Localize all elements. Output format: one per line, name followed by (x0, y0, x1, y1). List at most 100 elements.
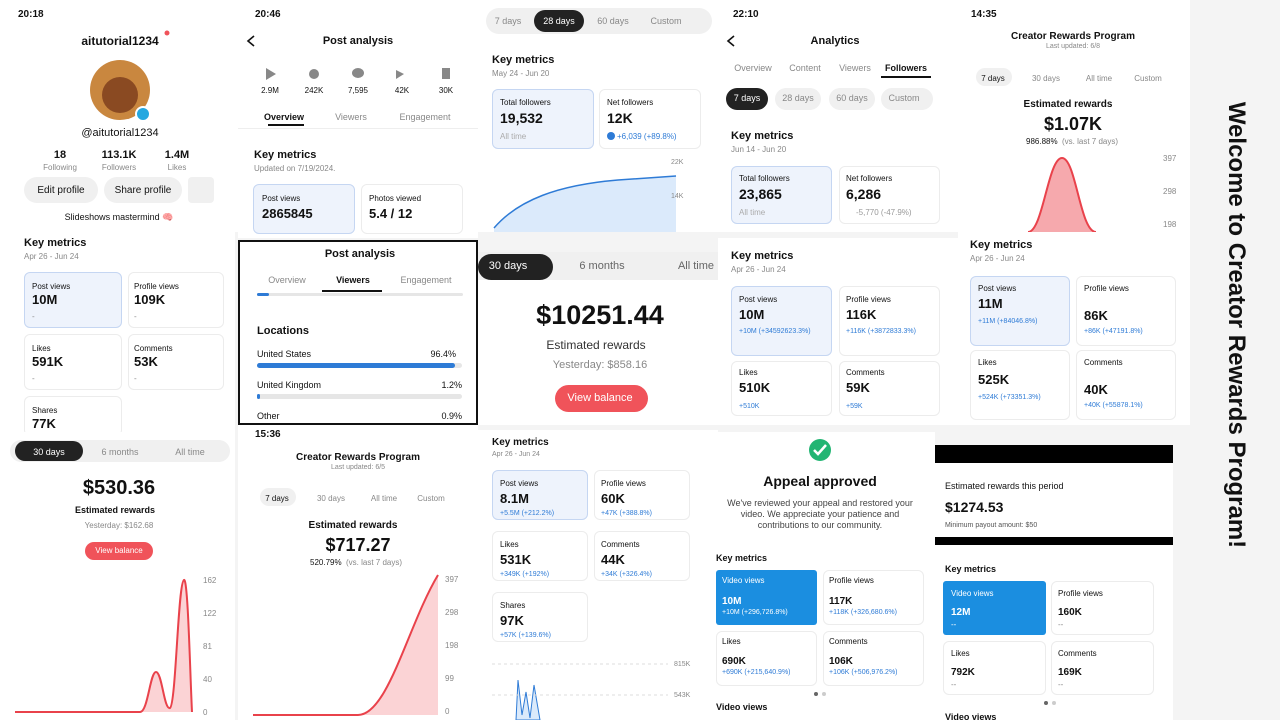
ui-text: Creator Rewards Program (296, 452, 420, 463)
ui-text: +57K (+139.6%) (500, 632, 551, 639)
ui-text: All time (175, 447, 205, 457)
ui-text: 531K (500, 552, 532, 567)
ui-text: 520.79% (310, 558, 342, 567)
ui-box (257, 293, 269, 296)
ui-box (823, 570, 924, 625)
ui-text: -- (1058, 620, 1064, 629)
ui-text: 99 (445, 674, 454, 683)
ui-text: 5.4 / 12 (369, 206, 413, 221)
ui-text: Key metrics (970, 239, 1033, 251)
ui-box (492, 592, 588, 642)
ui-text: Net followers (607, 98, 654, 107)
ui-text: Key metrics (716, 553, 768, 563)
ui-text: 28 days (782, 93, 814, 103)
screenshot-panel: Appeal approved We've reviewed your appea… (705, 432, 935, 720)
ui-text: Likes (722, 637, 741, 646)
ui-text: 7,595 (347, 86, 369, 95)
decoration (90, 30, 170, 122)
ui-text: 30 days (316, 494, 346, 503)
ui-text: 6,286 (846, 186, 882, 202)
screenshot-panel: Estimated rewards this period $1274.53 Min… (935, 445, 1173, 720)
ui-text: All time (370, 494, 398, 503)
screenshot-panel: 30 days 6 months All time $530.36 Estimated … (0, 432, 235, 720)
ui-text: Overview (268, 275, 306, 285)
screenshot-panel: Key metrics Apr 26 - Jun 24 Post views 10M -… (0, 232, 235, 432)
ui-box (257, 363, 455, 368)
ui-box (24, 177, 98, 203)
ui-text: 510K (739, 380, 771, 395)
ui-text: Post analysis (322, 35, 394, 47)
ui-text: 106K (829, 656, 853, 667)
ui-text: +40K (+55878.1%) (1084, 402, 1143, 409)
ui-text: Profile views (1058, 589, 1103, 598)
ui-box (24, 396, 122, 432)
ui-box (85, 542, 153, 560)
ui-text: 792K (951, 667, 975, 678)
ui-text: United States (257, 349, 312, 359)
ui-text: 86K (1084, 308, 1108, 323)
ui-box (839, 361, 940, 416)
ui-box (935, 445, 1173, 463)
ui-text: Post views (978, 284, 1017, 293)
ui-box (594, 470, 690, 520)
ui-text: 0 (203, 708, 208, 717)
ui-text: 30 days (33, 447, 65, 457)
ui-text: 60 days (597, 16, 629, 26)
ui-text: Post analysis (324, 248, 396, 260)
ui-text: 543K (674, 692, 691, 699)
ui-text: +524K (+73351.3%) (978, 394, 1041, 401)
ui-text: We've reviewed your appeal and restored … (727, 498, 913, 530)
ui-text: 30 days (488, 260, 528, 272)
ui-text: 6 months (101, 447, 139, 457)
ui-text: 690K (722, 656, 746, 667)
ui-text: Post views (32, 282, 71, 291)
ui-text: +10M (+34592623.3%) (739, 328, 811, 335)
ui-text: Viewers (336, 275, 370, 285)
decoration (1027, 156, 1097, 232)
ui-text: Other (257, 411, 280, 421)
ui-text: Apr 26 - Jun 24 (970, 254, 1025, 263)
ui-box (534, 10, 584, 32)
ui-text: 242K (304, 86, 324, 95)
ui-text: +6,039 (+89.8%) (617, 132, 677, 141)
ui-text: - (134, 312, 137, 321)
ui-text: Followers (101, 163, 137, 172)
ui-box (24, 334, 122, 390)
ui-text: Total followers (739, 174, 790, 183)
ui-text: 12K (607, 110, 633, 126)
ui-text: Post views (262, 194, 301, 203)
ui-box (24, 272, 122, 328)
ui-text: aitutorial1234 (81, 34, 159, 48)
ui-text: Estimated rewards this period (945, 481, 1064, 491)
decoration (253, 574, 439, 716)
ui-text: Profile views (134, 282, 179, 291)
ui-text: 60K (601, 491, 625, 506)
ui-box (726, 88, 768, 110)
ui-text: View balance (95, 546, 143, 555)
ui-text: 525K (978, 372, 1010, 387)
ui-box (943, 581, 1046, 635)
ui-text: Profile views (601, 479, 646, 488)
ui-text: Overview (263, 112, 305, 122)
ui-text: All time (500, 132, 527, 141)
ui-text: 10M (722, 596, 742, 607)
screenshot-panel: 20:46 Post analysis 2.9M 242K 7,595 42K 30K Ove… (238, 0, 478, 238)
ui-box (257, 394, 260, 399)
ui-box (829, 88, 875, 110)
ui-text: 109K (134, 292, 166, 307)
ui-box (104, 177, 182, 203)
ui-text: (vs. last 7 days) (346, 558, 403, 567)
ui-text: Shares (32, 406, 58, 415)
ui-box (492, 89, 594, 149)
ui-text: 40K (1084, 382, 1108, 397)
ui-text: Creator Rewards Program (1011, 31, 1135, 42)
ui-text: +118K (+326,680.6%) (829, 609, 897, 616)
ui-text: 591K (32, 354, 64, 369)
ui-text: Engagement (399, 112, 451, 122)
ui-text: 298 (1163, 187, 1177, 196)
screenshot-panel: 7 days 28 days 60 days Custom Key metrics May… (478, 0, 718, 232)
ui-text: Shares (500, 601, 526, 610)
ui-text: Post views (500, 479, 539, 488)
ui-box (257, 293, 463, 296)
